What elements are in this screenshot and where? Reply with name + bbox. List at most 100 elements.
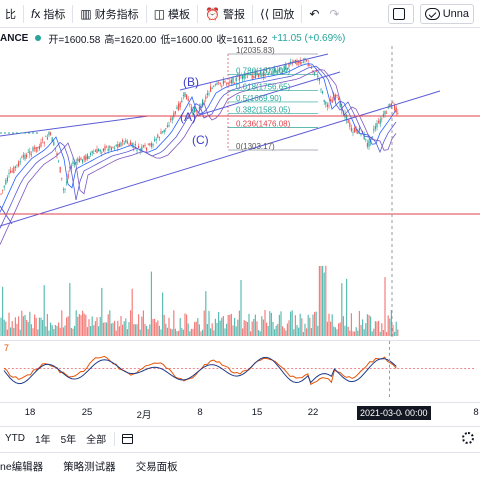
price-chart[interactable]: 1(2035.83) 0.786(1879.04) 0.618(1756.65) 0.… bbox=[0, 46, 480, 338]
volume-bar bbox=[34, 314, 36, 336]
candle-body bbox=[344, 113, 346, 118]
volume-bar bbox=[163, 314, 165, 336]
volume-bar bbox=[40, 317, 42, 336]
candle-body bbox=[272, 71, 274, 74]
volume-bar bbox=[80, 315, 82, 336]
volume-bar bbox=[371, 331, 373, 336]
range-all-button[interactable]: 全部 bbox=[86, 435, 107, 446]
volume-bar bbox=[42, 320, 44, 336]
alert-button[interactable]: ⏰ 警报 bbox=[200, 0, 250, 28]
candle-body bbox=[160, 131, 162, 134]
volume-bar bbox=[291, 310, 293, 336]
indicators-button[interactable]: fx 指标 bbox=[26, 0, 70, 28]
volume-bar bbox=[373, 328, 375, 336]
cloud-save-button[interactable]: Unna bbox=[419, 3, 474, 24]
templates-button[interactable]: ◫ 模板 bbox=[149, 0, 195, 28]
volume-bar bbox=[21, 310, 23, 336]
volume-bar bbox=[101, 287, 103, 336]
candle-body bbox=[42, 139, 44, 141]
candle-body bbox=[40, 142, 42, 147]
financials-button[interactable]: ▥ 财务指标 bbox=[75, 0, 143, 28]
volume-bar bbox=[27, 321, 29, 336]
high-value: 高=1620.00 bbox=[104, 34, 157, 46]
oscillator-pane[interactable]: 7 bbox=[0, 340, 480, 400]
range-5y-button[interactable]: 5年 bbox=[60, 435, 77, 446]
tab-pine-editor[interactable]: ne编辑器 bbox=[0, 460, 44, 473]
candle-body bbox=[248, 73, 250, 75]
candle-body bbox=[208, 93, 210, 95]
candle-body bbox=[16, 164, 18, 166]
volume-bar bbox=[10, 327, 12, 336]
volume-bar bbox=[75, 310, 77, 336]
candle-body bbox=[318, 78, 320, 81]
volume-bar bbox=[275, 325, 277, 336]
symbol-label[interactable]: ANCE bbox=[0, 32, 29, 44]
volume-bar bbox=[283, 328, 285, 336]
range-1y-button[interactable]: 1年 bbox=[35, 435, 51, 446]
replay-button[interactable]: ⟨⟨ 回放 bbox=[255, 0, 299, 28]
candle-body bbox=[326, 104, 328, 107]
candle-body bbox=[190, 106, 192, 111]
wave-b-lower-line bbox=[195, 71, 341, 117]
candle-body bbox=[397, 113, 399, 115]
candle-body bbox=[186, 94, 188, 100]
candle-body bbox=[144, 144, 146, 147]
layout-save-button[interactable] bbox=[387, 3, 414, 24]
volume-bar bbox=[162, 292, 164, 336]
range-bar: YTD 1年 5年 全部 bbox=[0, 426, 480, 450]
divider bbox=[72, 4, 74, 23]
volume-bar bbox=[294, 315, 296, 336]
candle-body bbox=[11, 170, 13, 172]
candle-body bbox=[98, 149, 100, 152]
candle-body bbox=[328, 105, 330, 107]
alert-label: 警报 bbox=[222, 8, 245, 21]
volume-bar bbox=[334, 327, 336, 336]
candle-body bbox=[157, 134, 159, 138]
range-ytd-button[interactable]: YTD bbox=[5, 433, 25, 444]
candle-body bbox=[34, 147, 36, 149]
candle-body bbox=[302, 61, 304, 63]
channel-lower-line bbox=[0, 90, 441, 227]
divider bbox=[301, 4, 303, 23]
candle-body bbox=[110, 147, 112, 151]
undo-button[interactable]: ↶ bbox=[304, 0, 324, 28]
tab-trading-panel[interactable]: 交易面板 bbox=[135, 460, 178, 473]
change-value: +11.05 (+0.69%) bbox=[271, 32, 346, 44]
candle-body bbox=[235, 77, 237, 82]
volume-bar bbox=[174, 328, 176, 336]
candle-body bbox=[38, 146, 40, 150]
candle-body bbox=[53, 141, 55, 146]
candle-body bbox=[264, 74, 266, 77]
tab-strategy-tester[interactable]: 策略测试器 bbox=[63, 460, 116, 473]
volume-bar bbox=[0, 317, 2, 336]
volume-bar bbox=[219, 320, 221, 336]
volume-bar bbox=[206, 324, 208, 336]
compare-button[interactable]: 比 bbox=[0, 0, 21, 28]
candle-body bbox=[0, 193, 2, 195]
volume-bar bbox=[125, 318, 127, 336]
redo-button[interactable]: ↷ bbox=[324, 0, 344, 28]
candle-body bbox=[320, 89, 322, 91]
volume-bar bbox=[355, 327, 357, 336]
candle-body bbox=[152, 144, 154, 146]
candle-body bbox=[134, 144, 136, 146]
gear-icon[interactable] bbox=[462, 432, 474, 444]
volume-bar bbox=[240, 279, 242, 336]
volume-bar bbox=[310, 328, 312, 336]
calendar-icon[interactable] bbox=[122, 433, 134, 444]
time-axis[interactable]: 18 25 2月 8 15 22 8 bbox=[0, 402, 480, 422]
volume-bar bbox=[346, 278, 348, 336]
candle-body bbox=[298, 61, 300, 63]
volume-bar bbox=[32, 328, 34, 336]
volume-bar bbox=[70, 327, 72, 336]
checkbox-icon bbox=[392, 7, 405, 20]
volume-bar bbox=[160, 329, 162, 336]
candle-body bbox=[192, 110, 194, 115]
volume-bar bbox=[61, 310, 63, 336]
volume-bar bbox=[181, 328, 183, 336]
candle-body bbox=[154, 139, 156, 141]
candle-body bbox=[85, 156, 87, 161]
low-value: 低=1600.00 bbox=[160, 34, 213, 46]
volume-bar bbox=[166, 327, 168, 336]
crosshair-time-label: 00:00 bbox=[402, 406, 431, 420]
